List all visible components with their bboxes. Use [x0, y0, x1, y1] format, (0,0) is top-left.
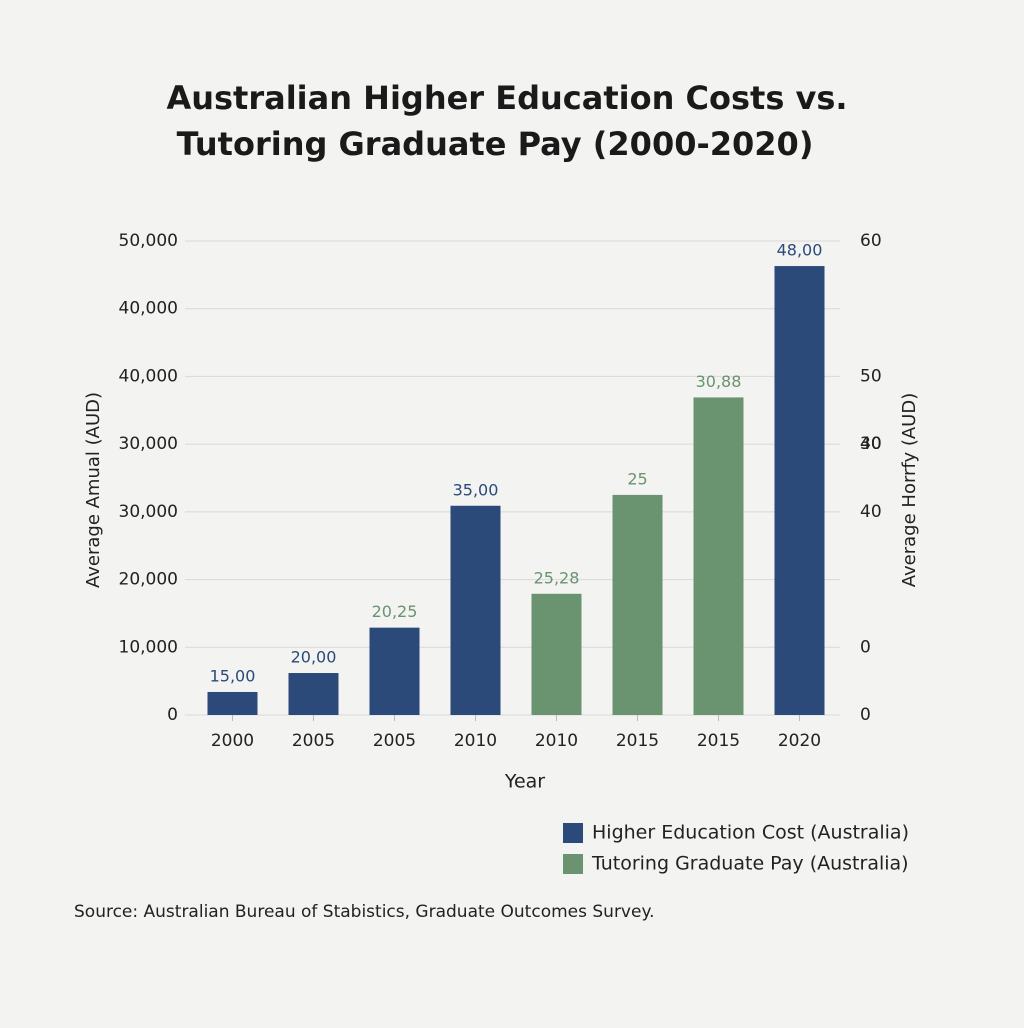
legend-swatch — [563, 823, 583, 843]
bar — [450, 505, 501, 715]
legend-label: Tutoring Graduate Pay (Australia) — [591, 853, 909, 875]
bar — [531, 593, 582, 715]
y2-tick-label: 50 — [860, 366, 882, 386]
y2-tick-label: 40 — [860, 434, 882, 454]
chart-title: Australian Higher Education Costs vs. — [166, 79, 847, 117]
y-tick-label: 30,000 — [119, 434, 178, 454]
y2-axis-label: Average Horrfy (AUD) — [899, 393, 920, 587]
x-tick-label: 2015 — [616, 731, 659, 751]
chart-title: Tutoring Graduate Pay (2000-2020) — [177, 125, 814, 163]
x-tick-label: 2020 — [778, 731, 821, 751]
source-note: Source: Australian Bureau of Stabistics,… — [74, 902, 655, 922]
bar — [369, 627, 420, 715]
y2-tick-label: 40 — [860, 434, 882, 454]
bar — [612, 494, 663, 715]
x-tick-label: 2010 — [535, 731, 578, 751]
bar-annotation: 48,00 — [777, 241, 823, 260]
y-tick-label: 10,000 — [119, 637, 178, 657]
y2-tick-label: 30 — [860, 434, 882, 454]
y2-tick-label: 60 — [860, 231, 882, 251]
y2-tick-label: 0 — [860, 637, 871, 657]
bar-annotation: 20,25 — [372, 602, 418, 621]
y-tick-label: 0 — [167, 705, 178, 725]
y-tick-label: 50,000 — [119, 231, 178, 251]
bar-annotation: 20,00 — [291, 648, 337, 667]
x-tick-label: 2005 — [373, 731, 416, 751]
y-tick-label: 20,000 — [119, 570, 178, 590]
bar — [774, 266, 825, 715]
x-tick-label: 2010 — [454, 731, 497, 751]
x-tick-label: 2015 — [697, 731, 740, 751]
y-tick-label: 40,000 — [119, 299, 178, 319]
x-axis-label: Year — [504, 771, 545, 793]
x-tick-label: 2000 — [211, 731, 254, 751]
y-tick-label: 40,000 — [119, 366, 178, 386]
bar — [693, 397, 744, 715]
legend-swatch — [563, 854, 583, 874]
x-tick-label: 2005 — [292, 731, 335, 751]
bar-annotation: 35,00 — [453, 480, 499, 499]
y2-tick-label: 0 — [860, 705, 871, 725]
bar-annotation: 25 — [627, 469, 647, 488]
bar-annotation: 25,28 — [534, 568, 580, 587]
y-axis-label: Average Amual (AUD) — [83, 392, 104, 588]
bar-annotation: 30,88 — [696, 372, 742, 391]
y-tick-label: 30,000 — [119, 502, 178, 522]
bar — [288, 673, 339, 715]
y2-tick-label: 40 — [860, 502, 882, 522]
legend-label: Higher Education Cost (Australia) — [592, 822, 909, 844]
bar — [207, 691, 258, 715]
bar-annotation: 15,00 — [210, 666, 256, 685]
